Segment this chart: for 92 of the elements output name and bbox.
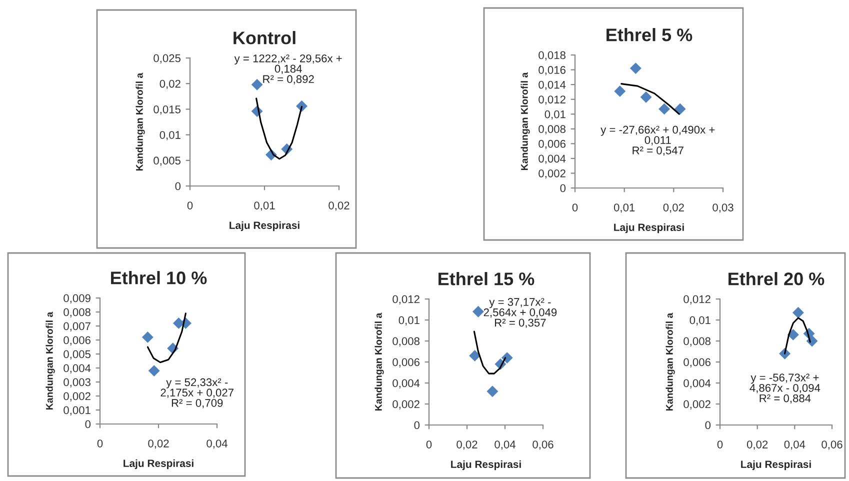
y-tick-label: 0,009 [64,294,90,304]
y-tick-label: 0,003 [64,378,90,388]
point [674,103,686,115]
point [472,306,484,318]
x-axis-title: Laju Respirasi [614,223,684,234]
y-tick-label: 0,008 [684,337,710,346]
y-tick-label: 0,015 [154,105,181,115]
y-tick-label: 0,006 [538,140,566,150]
x-tick-label: 0,03 [712,204,734,213]
point [501,352,513,364]
x-tick-label: 0,01 [254,202,275,211]
x-tick-label: 0,02 [746,440,768,450]
x-axis-title: Laju Respirasi [741,460,811,470]
x-tick-label: 0,06 [532,440,554,450]
y-tick-label: 0,004 [392,379,420,388]
y-axis-title: Kandungan Klorofil a [46,312,55,410]
x-tick-label: 0,04 [206,440,228,449]
y-axis-title: Kandungan Klorofil a [374,312,384,410]
y-tick-label: 0,004 [684,379,711,388]
y-tick-label: 0 [175,182,181,190]
annotation: y = -27,66x² + 0,490x + 0,011 R² = 0,547 [600,126,715,156]
x-tick-label: 0,01 [614,204,635,213]
y-tick-label: 0,008 [538,125,566,134]
x-tick-label: 0 [717,440,723,448]
point [630,62,642,74]
y-tick-label: 0,006 [684,358,710,368]
y-tick-label: 0,002 [64,392,90,402]
x-tick-label: 0 [572,204,578,212]
y-tick-label: 0 [85,420,91,428]
y-tick-label: 0,002 [538,169,566,179]
y-tick-label: 0,016 [538,66,566,76]
point [614,85,626,97]
chart-title: Ethrel 15 % [438,272,534,286]
y-tick-label: 0,01 [398,316,420,326]
y-tick-label: 0,018 [538,51,566,60]
y-tick-label: 0,014 [538,80,566,90]
y-tick-label: 0,01 [544,110,566,120]
y-tick-label: 0,025 [154,54,181,64]
y-axis-title: Kandungan Klorofil a [136,72,145,170]
y-tick-label: 0,004 [538,154,566,164]
chart-title: Ethrel 5 % [606,28,692,42]
x-tick-label: 0 [97,440,103,448]
chart-title: Ethrel 10 % [111,271,207,284]
point [251,78,263,90]
point [787,328,799,340]
chart-title: Kontrol [234,31,296,44]
y-tick-label: 0,004 [64,364,91,374]
line-series [146,312,186,364]
y-tick-label: 0,005 [154,156,181,166]
y-tick-label: 0,002 [684,400,710,410]
x-tick-label: 0 [426,440,432,448]
point [640,91,652,103]
y-tick-label: 0,02 [160,80,180,90]
y-axis-title: Kandungan Klorofil a [520,72,530,170]
point [486,386,498,398]
x-axis-title: Laju Respirasi [230,221,300,232]
y-tick-label: 0 [560,184,566,192]
annotation: y = 1222,x² - 29,56x + 0,184 R² = 0,892 [234,54,342,84]
y-tick-label: 0,01 [690,316,710,326]
y-axis-title: Kandungan Klorofil a [666,312,675,410]
y-tick-label: 0,008 [64,308,90,318]
y-tick-label: 0 [705,421,711,430]
point [792,306,804,318]
y-tick-label: 0,012 [684,295,710,304]
y-tick-label: 0,005 [64,350,91,360]
x-tick-label: 0,02 [663,204,684,213]
annotation: y = -56,73x² + 4,867x - 0,094 R² = 0,884 [750,374,820,404]
x-tick-label: 0,02 [328,202,350,211]
x-tick-label: 0,04 [784,440,806,450]
y-tick-label: 0,008 [392,337,420,346]
x-tick-label: 0,04 [494,440,516,450]
y-tick-label: 0,006 [392,358,420,368]
y-tick-label: 0,012 [392,295,420,304]
annotation: y = 52,33x² - 2,175x + 0,027 R² = 0,709 [160,378,234,408]
x-axis-title: Laju Respirasi [451,460,521,470]
chart-title: Ethrel 20 % [728,272,824,286]
x-tick-label: 0,02 [456,440,478,450]
y-tick-label: 0,012 [538,96,566,105]
y-tick-label: 0 [414,421,420,430]
y-tick-label: 0,006 [64,336,90,346]
x-tick-label: 0 [187,202,193,210]
point [148,365,160,377]
point [658,103,670,115]
annotation: y = 37,17x² - 2,564x + 0,049 R² = 0,357 [484,298,557,328]
y-tick-label: 0,002 [392,400,420,410]
point [142,331,154,343]
x-axis-title: Laju Respirasi [124,459,194,470]
point [469,350,481,362]
y-tick-label: 0,01 [160,131,180,140]
x-tick-label: 0,06 [822,440,842,450]
y-tick-label: 0,007 [64,322,90,332]
y-tick-label: 0,001 [64,406,90,416]
